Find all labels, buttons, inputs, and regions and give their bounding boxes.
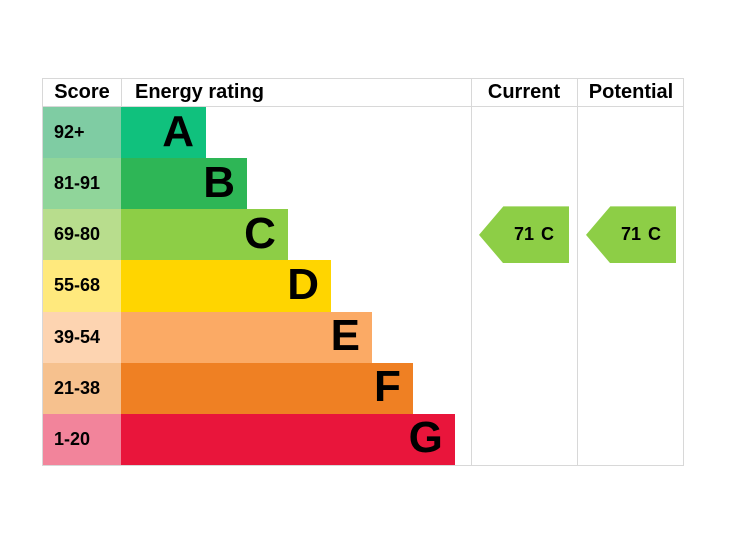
band-letter: D [287,259,319,309]
table-header: Score Energy rating Current Potential [43,79,683,107]
current-rating-value: 71 [513,224,535,245]
band-score-range: 39-54 [43,311,121,363]
band-bar: E [121,311,372,363]
band-letter: C [244,208,276,258]
current-rating-band: C [541,224,555,245]
band-letter: G [408,413,443,463]
band-bar: G [121,413,455,465]
band-score-range: 92+ [43,107,121,159]
header-potential: Potential [588,81,674,103]
band-score-range: 55-68 [43,260,121,312]
band-bar: F [121,362,413,414]
band-letter: A [162,106,195,156]
header-energy-rating: Energy rating [135,81,264,103]
potential-rating-value: 71 [620,224,642,245]
divider-score-rating [121,79,122,106]
divider-rating-current [471,79,472,465]
band-score-range: 1-20 [43,413,121,465]
band-row: 55-68 D [43,259,683,312]
band-bar: D [121,259,331,312]
epc-table: Score Energy rating Current Potential 92… [42,78,684,466]
band-score-range: 81-91 [43,158,121,210]
band-bar: A [121,106,207,159]
band-letter: B [203,157,235,207]
band-score-range: 69-80 [43,209,121,261]
divider-current-potential [577,79,578,465]
header-current: Current [487,81,561,103]
band-row: 21-38 F [43,362,683,414]
potential-rating-band: C [648,224,662,245]
band-row: 69-80 C [43,208,683,261]
band-score-range: 21-38 [43,362,121,414]
band-row: 81-91 B [43,157,683,210]
band-row: 1-20 G [43,413,683,465]
band-row: 92+ A [43,106,683,159]
header-score: Score [54,81,110,103]
band-bar: C [121,208,288,261]
band-bar: B [121,157,247,210]
band-letter: E [330,311,360,361]
band-letter: F [374,362,401,412]
band-rows: 92+ A 81-91 B 69-80 C 55-68 D 39-54 E 21… [43,107,683,465]
band-row: 39-54 E [43,311,683,363]
